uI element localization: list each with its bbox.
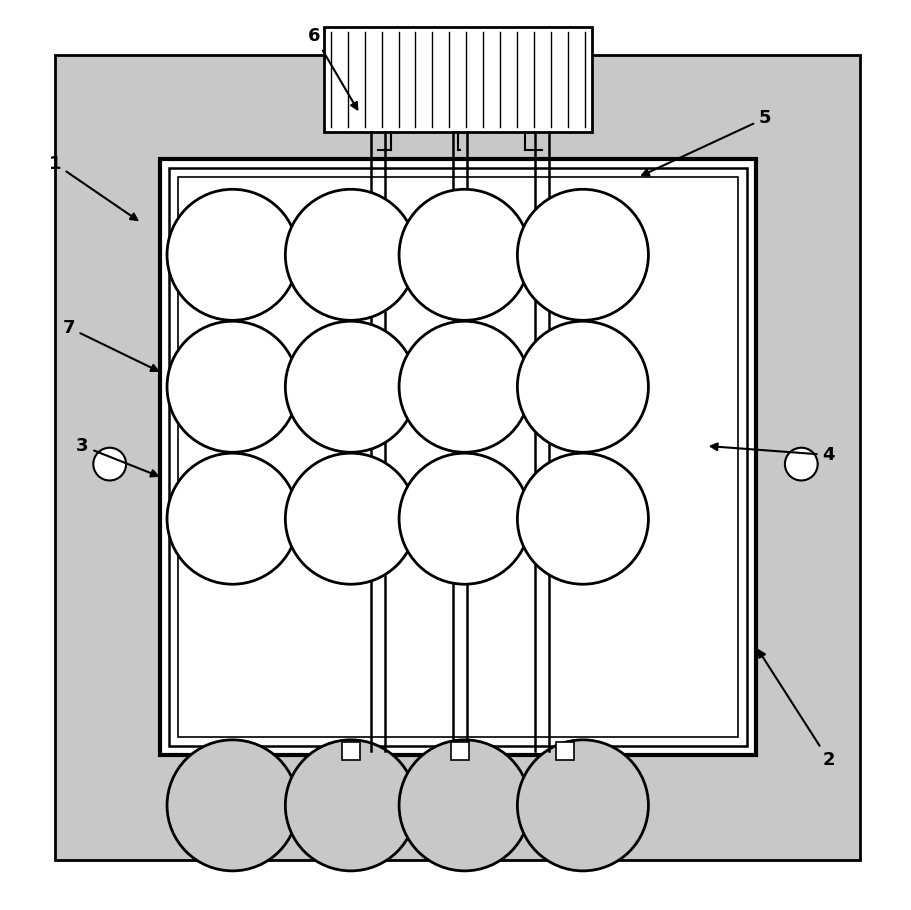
Bar xyxy=(342,742,360,760)
Bar xyxy=(169,168,747,746)
Text: 6: 6 xyxy=(308,27,357,109)
Circle shape xyxy=(285,321,416,452)
Circle shape xyxy=(517,740,649,871)
Circle shape xyxy=(285,740,416,871)
Bar xyxy=(323,27,592,132)
Bar xyxy=(451,742,469,760)
Bar xyxy=(533,505,551,523)
Circle shape xyxy=(167,321,298,452)
Text: 7: 7 xyxy=(63,318,158,371)
Bar xyxy=(159,159,756,755)
Bar xyxy=(556,742,574,760)
Circle shape xyxy=(517,321,649,452)
Circle shape xyxy=(285,189,416,320)
Bar xyxy=(55,55,861,860)
Circle shape xyxy=(399,453,530,584)
Bar xyxy=(369,250,387,268)
Text: 5: 5 xyxy=(642,109,771,176)
Circle shape xyxy=(399,321,530,452)
Circle shape xyxy=(517,453,649,584)
Bar xyxy=(451,378,469,396)
Text: 3: 3 xyxy=(77,437,158,477)
Bar xyxy=(451,505,469,523)
Text: 2: 2 xyxy=(759,651,834,769)
Text: 4: 4 xyxy=(711,443,834,464)
Bar xyxy=(178,177,738,737)
Bar xyxy=(369,378,387,396)
Circle shape xyxy=(167,740,298,871)
Circle shape xyxy=(785,448,818,480)
Bar xyxy=(369,505,387,523)
Circle shape xyxy=(167,189,298,320)
Circle shape xyxy=(167,453,298,584)
Bar xyxy=(533,250,551,268)
Circle shape xyxy=(285,453,416,584)
Text: 1: 1 xyxy=(49,155,138,220)
Circle shape xyxy=(399,740,530,871)
Bar xyxy=(451,250,469,268)
Circle shape xyxy=(399,189,530,320)
Bar xyxy=(533,378,551,396)
Circle shape xyxy=(517,189,649,320)
Circle shape xyxy=(93,448,126,480)
